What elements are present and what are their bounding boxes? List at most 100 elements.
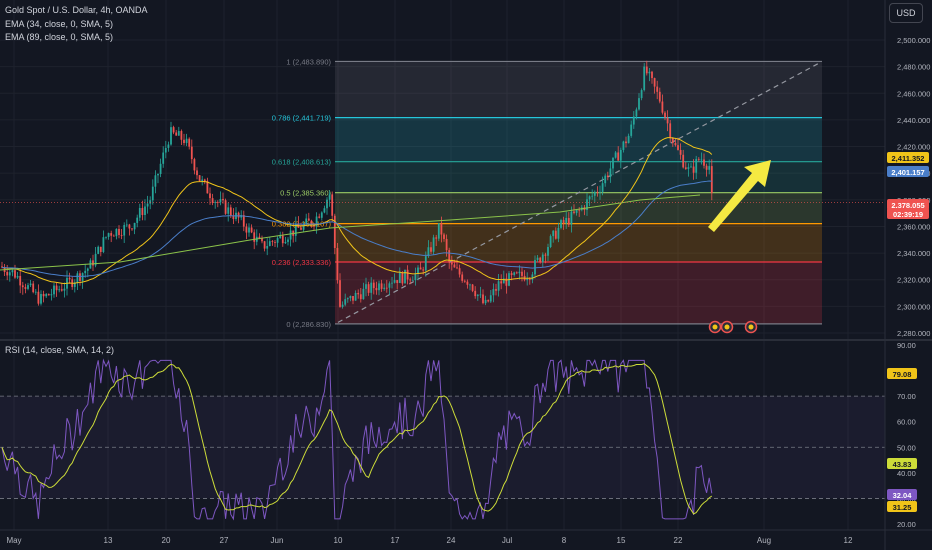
- candle-body: [692, 166, 695, 173]
- candle-body: [354, 292, 357, 301]
- fib-zone: [335, 117, 822, 162]
- fib-zone: [335, 223, 822, 262]
- candle-body: [14, 270, 16, 278]
- rsi-tag: [887, 501, 917, 512]
- candle-body: [703, 159, 705, 166]
- ema-34-line: [1, 137, 713, 285]
- candle-body: [11, 270, 14, 273]
- candle-body: [318, 216, 321, 218]
- candle-body: [573, 211, 575, 213]
- candle-body: [591, 195, 594, 197]
- ema-34-legend[interactable]: EMA (34, close, 0, SMA, 5): [5, 19, 114, 29]
- currency-button[interactable]: USD: [889, 3, 923, 23]
- time-axis-label: Jun: [271, 536, 284, 545]
- candle-body: [185, 138, 188, 144]
- candle-body: [331, 194, 334, 216]
- candle-body: [497, 281, 500, 291]
- candle-body: [94, 253, 97, 266]
- candle-body: [370, 282, 373, 293]
- projection-arrow: [708, 160, 771, 232]
- candle-body: [427, 247, 430, 257]
- candle-body: [661, 101, 664, 113]
- candle-body: [619, 149, 622, 161]
- candle-body: [190, 146, 193, 160]
- price-tag-label: 2,378.055: [891, 201, 924, 210]
- candle-body: [201, 179, 204, 182]
- candle-body: [263, 241, 266, 249]
- price-tag: [887, 199, 929, 210]
- candle-body: [604, 175, 607, 184]
- candle-body: [89, 260, 92, 269]
- candle-body: [305, 218, 308, 225]
- candle-body: [323, 208, 326, 213]
- candle-body: [614, 152, 617, 158]
- price-tag: [887, 208, 929, 219]
- time-axis-label: 8: [562, 536, 567, 545]
- ema-89-legend[interactable]: EMA (89, close, 0, SMA, 5): [5, 32, 114, 42]
- candle-body: [575, 209, 578, 213]
- candle-body: [648, 71, 651, 74]
- candle-body: [359, 294, 362, 300]
- candle-body: [131, 228, 133, 230]
- candle-body: [682, 154, 685, 168]
- candle-body: [653, 78, 656, 87]
- candle-body: [471, 284, 474, 291]
- rsi-legend[interactable]: RSI (14, close, SMA, 14, 2): [5, 345, 115, 355]
- candle-body: [245, 226, 248, 233]
- candle-body: [593, 191, 596, 196]
- candle-body: [578, 209, 581, 211]
- candle-body: [378, 283, 380, 291]
- candle-body: [430, 247, 432, 252]
- candle-body: [456, 267, 458, 269]
- candle-body: [437, 223, 440, 239]
- candle-body: [333, 215, 336, 248]
- candle-body: [183, 139, 185, 144]
- candle-body: [547, 247, 549, 256]
- candle-body: [47, 294, 50, 296]
- candle-body: [515, 272, 518, 274]
- fib-level-label: 0 (2,286.830): [286, 320, 331, 329]
- candle-body: [562, 220, 565, 224]
- fib-level-label: 1 (2,483.890): [286, 57, 331, 66]
- candle-body: [115, 228, 118, 237]
- candle-body: [409, 279, 412, 281]
- candle-body: [687, 167, 690, 169]
- candle-body: [21, 285, 24, 288]
- candle-body: [206, 180, 209, 194]
- candle-body: [401, 272, 404, 284]
- candle-body: [484, 299, 487, 304]
- candle-body: [664, 112, 666, 118]
- candle-body: [518, 271, 521, 274]
- candle-body: [606, 175, 609, 178]
- candle-body: [557, 227, 560, 239]
- ema-89-line: [1, 180, 712, 277]
- candle-body: [622, 141, 625, 150]
- candle-body: [170, 127, 172, 145]
- candle-body: [627, 135, 630, 144]
- price-tag-label: 02:39:19: [893, 210, 923, 219]
- candle-body: [586, 199, 588, 210]
- candle-body: [97, 246, 100, 254]
- candle-body: [380, 283, 383, 289]
- candle-body: [32, 283, 35, 293]
- fib-zone: [335, 61, 822, 118]
- time-axis-label: 27: [220, 536, 229, 545]
- symbol-title[interactable]: Gold Spot / U.S. Dollar, 4h, OANDA: [5, 5, 148, 15]
- candle-body: [505, 278, 508, 286]
- candle-body: [138, 207, 141, 218]
- candle-body: [53, 285, 55, 295]
- candle-body: [424, 256, 427, 271]
- candle-body: [474, 290, 477, 297]
- candle-body: [307, 218, 310, 221]
- candle-body: [560, 220, 562, 228]
- candle-body: [398, 272, 401, 284]
- candle-body: [310, 220, 313, 226]
- candle-body: [643, 66, 646, 91]
- candle-body: [268, 241, 271, 246]
- candle-body: [469, 284, 471, 286]
- candle-body: [37, 291, 40, 304]
- candle-body: [193, 159, 196, 171]
- candle-body: [476, 294, 479, 297]
- candle-body: [638, 98, 640, 110]
